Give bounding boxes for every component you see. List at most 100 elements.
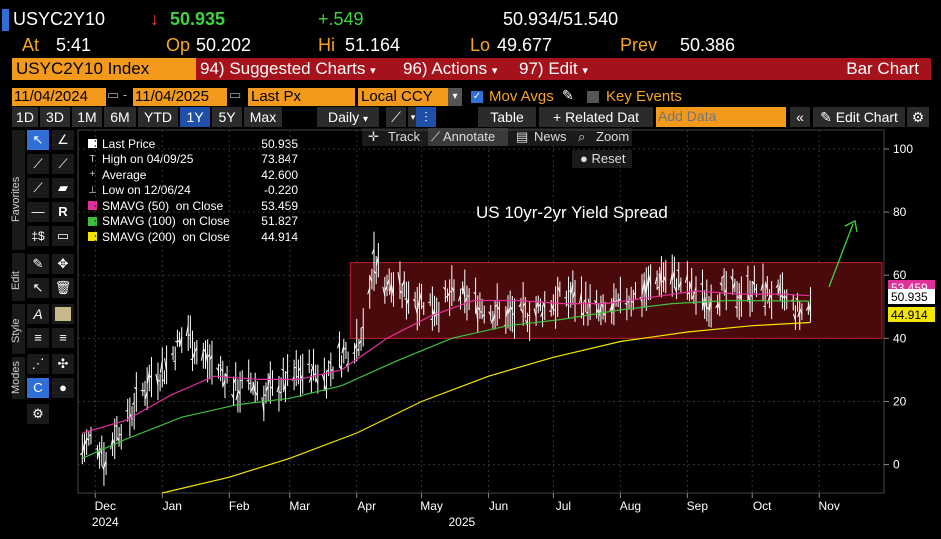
color-swatch-icon[interactable] xyxy=(52,304,74,324)
edit-menu[interactable]: 97) Edit ▾ xyxy=(515,58,601,80)
horizontal-line-icon[interactable]: — xyxy=(27,202,49,222)
legend-row[interactable]: SMAVG (200) on Close 44.914 xyxy=(88,229,298,244)
chart-style-icon[interactable]: ▾ xyxy=(408,107,418,127)
chart-type-bar[interactable]: Bar Chart xyxy=(601,58,931,80)
price-bar-open xyxy=(200,350,204,361)
line-tool-icon[interactable]: ⟋ xyxy=(27,154,49,174)
bid-ask: 50.934/51.540 xyxy=(503,9,619,29)
table-button[interactable]: Table xyxy=(478,107,536,127)
legend-row[interactable]: T High on 04/09/25 73.847 xyxy=(88,152,298,167)
currency-dropdown-icon[interactable]: ▾ xyxy=(448,88,462,106)
side-tab-favorites[interactable] xyxy=(12,130,25,250)
period-button-1d[interactable]: 1D xyxy=(12,107,38,127)
add-data-input[interactable] xyxy=(656,107,786,127)
price-bar-open xyxy=(717,302,721,311)
select-plus-icon[interactable]: ↖ xyxy=(27,278,49,298)
annotation-arrow[interactable] xyxy=(828,223,854,288)
collapse-icon[interactable]: « xyxy=(790,107,810,127)
settings-icon[interactable]: ⚙ xyxy=(27,404,49,424)
trend-tool-icon[interactable]: ⟋ xyxy=(27,178,49,198)
news-button[interactable]: News xyxy=(534,129,567,144)
period-button-3d[interactable]: 3D xyxy=(40,107,70,127)
period-button-1m[interactable]: 1M xyxy=(72,107,102,127)
annotate-button[interactable]: ⟋ Annotate xyxy=(428,128,508,146)
reset-button[interactable]: ● Reset xyxy=(572,150,632,168)
price-bar-open xyxy=(131,402,135,406)
legend-row[interactable]: ⊥ Low on 12/06/24 -0.220 xyxy=(88,183,298,198)
crosshair-icon[interactable]: ✛ xyxy=(368,129,379,144)
price-bar-open xyxy=(79,452,83,456)
price-bar-open xyxy=(207,354,211,358)
line-style-icon[interactable]: ≡ xyxy=(52,328,74,348)
gear-icon[interactable]: ⚙ xyxy=(907,107,929,127)
trash-icon[interactable]: 🗑 xyxy=(52,278,74,298)
price-bar-open xyxy=(388,283,392,295)
palette-icon[interactable]: ● xyxy=(52,378,74,398)
suggested-charts-menu[interactable]: 94) Suggested Charts ▾ xyxy=(196,58,400,80)
line-chart-icon[interactable]: ⟋ xyxy=(386,107,406,127)
fib-tool-icon[interactable]: ‡$ xyxy=(27,226,49,246)
period-button-ytd[interactable]: YTD xyxy=(138,107,178,127)
legend-value: 53.459 xyxy=(261,198,298,213)
brush-icon[interactable]: ✎ xyxy=(27,254,49,274)
zoom-button[interactable]: Zoom xyxy=(596,129,630,144)
legend-row[interactable]: + Average 42.600 xyxy=(88,167,298,182)
mov-avgs-checkbox[interactable]: ✓ xyxy=(471,91,483,103)
annotate-label: Annotate xyxy=(443,129,496,144)
price-bar-open xyxy=(648,274,652,285)
price-bar-open xyxy=(185,325,189,337)
price-bar-open xyxy=(769,293,773,300)
field-select[interactable]: Last Px xyxy=(248,88,355,106)
period-button-max[interactable]: Max xyxy=(244,107,282,127)
period-button-1y[interactable]: 1Y xyxy=(180,107,210,127)
edit-chart-button[interactable]: ✎ Edit Chart xyxy=(813,107,905,127)
side-tab-style[interactable] xyxy=(12,304,25,354)
track-button[interactable]: Track xyxy=(388,129,421,144)
bar-style-icon[interactable]: ⫶ xyxy=(416,107,436,127)
price-bar-open xyxy=(581,312,585,316)
ray-tool-icon[interactable]: ⟋ xyxy=(52,154,74,174)
move-icon[interactable]: ✥ xyxy=(52,254,74,274)
x-tick-label: Jul xyxy=(556,499,571,513)
period-button-5y[interactable]: 5Y xyxy=(212,107,242,127)
date-separator: ▭ - xyxy=(107,87,128,102)
related-data-button[interactable]: + Related Dat xyxy=(539,107,653,127)
legend-row[interactable]: Last Price 50.935 xyxy=(88,136,298,151)
currency-select[interactable]: Local CCY xyxy=(358,88,449,106)
calendar-icon[interactable]: ▭ xyxy=(229,87,242,102)
price-bar-open xyxy=(700,283,703,286)
price-bar-open xyxy=(324,384,327,392)
pencil-icon[interactable]: ✎ xyxy=(562,87,574,103)
y-tick-label: 100 xyxy=(893,142,913,156)
pointer-icon[interactable]: ↖ xyxy=(27,130,49,150)
mode-cycle-icon[interactable]: C xyxy=(27,378,49,398)
price-bar-open xyxy=(702,297,706,312)
price-bar-open xyxy=(723,288,727,296)
add-data-field[interactable] xyxy=(656,107,786,125)
news-icon[interactable]: ▤ xyxy=(516,129,529,144)
actions-menu[interactable]: 96) Actions ▾ xyxy=(399,58,515,80)
text-style-icon[interactable]: A xyxy=(27,304,49,324)
frequency-select[interactable]: Daily ▾ xyxy=(317,107,379,127)
x-tick-label: Dec xyxy=(95,499,116,513)
zoom-icon[interactable]: ⌕ xyxy=(578,129,586,144)
channel-tool-icon[interactable]: ▰ xyxy=(52,178,74,198)
price-bar-open xyxy=(745,275,749,277)
magnet-icon[interactable]: ✣ xyxy=(52,354,74,374)
legend-row[interactable]: SMAVG (50) on Close 53.459 xyxy=(88,198,298,213)
retracement-icon[interactable]: R xyxy=(52,202,74,222)
end-date-field[interactable]: 11/04/2025 xyxy=(133,88,227,106)
dashed-line-icon[interactable]: ⋰ xyxy=(27,354,49,374)
price-bar-open xyxy=(624,303,628,305)
period-button-6m[interactable]: 6M xyxy=(104,107,136,127)
line-weight-icon[interactable]: ≡ xyxy=(27,328,49,348)
start-date-field[interactable]: 11/04/2024 xyxy=(12,88,106,106)
rectangle-tool-icon[interactable]: ▭ xyxy=(52,226,74,246)
pen-tool-icon[interactable]: ∠ xyxy=(52,130,74,150)
key-events-checkbox[interactable] xyxy=(587,91,599,103)
side-tab-edit[interactable] xyxy=(12,253,25,301)
index-label[interactable]: USYC2Y10 Index xyxy=(12,58,196,80)
side-tab-modes[interactable] xyxy=(12,357,25,399)
chevron-down-icon: ▾ xyxy=(370,65,376,77)
ticker-symbol[interactable]: USYC2Y10 xyxy=(13,9,106,29)
